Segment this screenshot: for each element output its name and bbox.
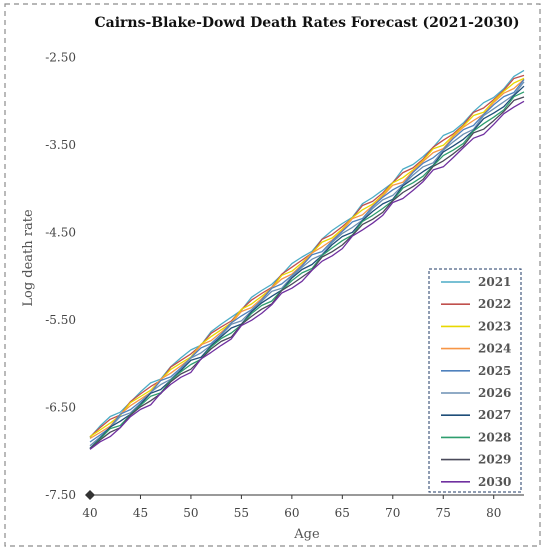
y-tick-label: -7.50 bbox=[45, 488, 76, 502]
y-tick-label: -2.50 bbox=[45, 50, 76, 64]
outer-dashed-border bbox=[4, 3, 541, 547]
x-axis-label: Age bbox=[293, 527, 320, 542]
y-tick-label: -3.50 bbox=[45, 138, 76, 152]
plot-lines bbox=[89, 69, 525, 450]
legend-label-2028: 2028 bbox=[478, 430, 511, 444]
legend-box bbox=[428, 268, 522, 493]
y-tick-label: -4.50 bbox=[45, 225, 76, 239]
y-tick-label: -6.50 bbox=[45, 400, 76, 414]
x-tick-label: 40 bbox=[82, 506, 97, 520]
y-tick-label: -5.50 bbox=[45, 313, 76, 327]
series-line-2026 bbox=[89, 81, 525, 447]
x-tick-label: 45 bbox=[133, 506, 148, 520]
x-tick-label: 50 bbox=[183, 506, 198, 520]
x-tick-label: 60 bbox=[284, 506, 299, 520]
series-line-2027 bbox=[89, 85, 525, 449]
chart-title: Cairns-Blake-Dowd Death Rates Forecast (… bbox=[94, 15, 519, 31]
series-line-2025 bbox=[89, 79, 525, 443]
x-axis-ticks: 40 45 50 55 60 65 70 75 80 bbox=[82, 495, 501, 520]
legend-label-2022: 2022 bbox=[478, 297, 511, 311]
legend-label-2027: 2027 bbox=[478, 408, 511, 422]
x-tick-label: 65 bbox=[335, 506, 350, 520]
legend-label-2026: 2026 bbox=[478, 386, 511, 400]
legend-label-2030: 2030 bbox=[478, 475, 511, 489]
legend-items: 2021 2022 2023 2024 2025 2026 2027 2028 2029 2030 bbox=[441, 275, 511, 489]
origin-marker bbox=[85, 490, 95, 500]
legend-label-2023: 2023 bbox=[478, 319, 511, 333]
y-axis-ticks: -2.50 -3.50 -4.50 -5.50 -6.50 -7.50 bbox=[45, 50, 76, 502]
series-line-2021 bbox=[89, 69, 525, 438]
x-tick-label: 75 bbox=[436, 506, 451, 520]
legend-label-2021: 2021 bbox=[478, 275, 511, 289]
legend-label-2025: 2025 bbox=[478, 364, 511, 378]
x-tick-label: 80 bbox=[486, 506, 501, 520]
legend-label-2024: 2024 bbox=[478, 342, 511, 356]
x-tick-label: 70 bbox=[385, 506, 400, 520]
series-line-2024 bbox=[89, 78, 525, 439]
y-axis-label: Log death rate bbox=[21, 209, 36, 307]
x-tick-label: 55 bbox=[234, 506, 249, 520]
series-line-2030 bbox=[89, 100, 525, 450]
legend: 2021 2022 2023 2024 2025 2026 2027 2028 2029 2030 bbox=[428, 268, 522, 493]
legend-label-2029: 2029 bbox=[478, 453, 511, 467]
